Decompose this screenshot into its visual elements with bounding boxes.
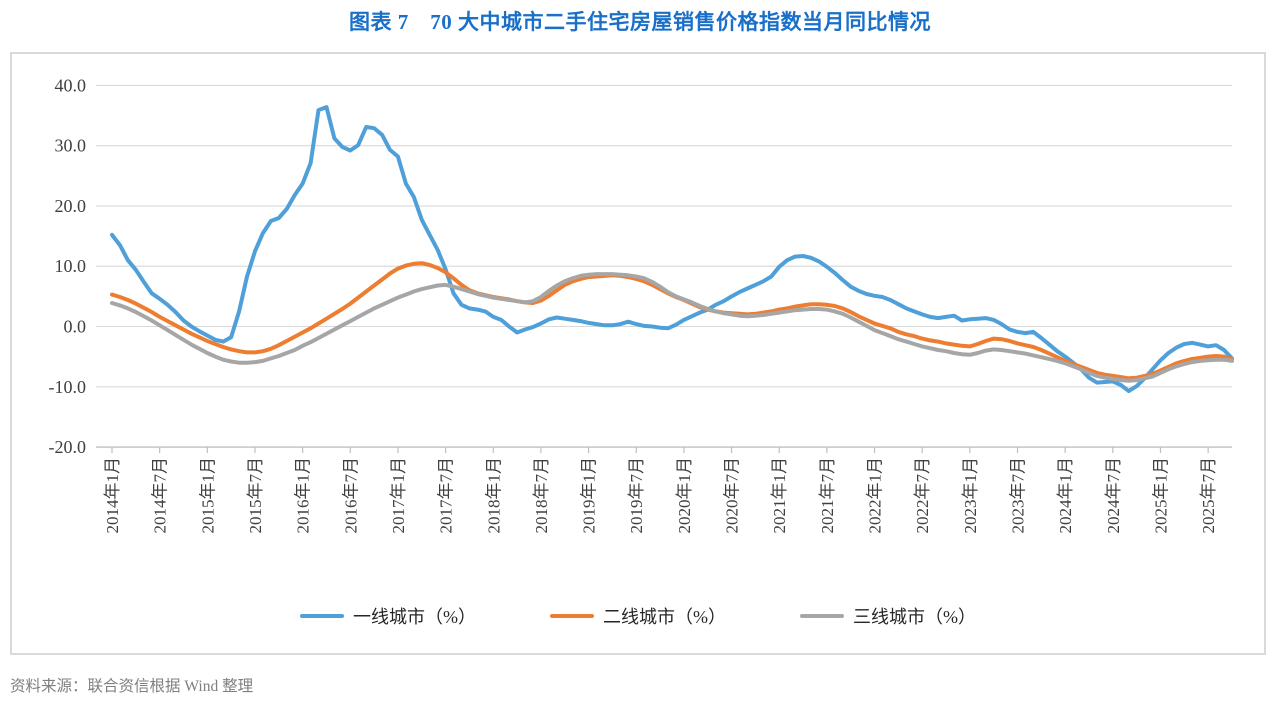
x-axis-tick-label: 2024年1月	[1056, 457, 1075, 534]
chart-legend: 一线城市（%） 二线城市（%） 三线城市（%）	[12, 603, 1264, 629]
x-axis-tick-label: 2016年7月	[341, 457, 360, 534]
x-axis-tick-label: 2025年1月	[1151, 457, 1170, 534]
x-axis-tick-label: 2025年7月	[1199, 457, 1218, 534]
x-axis-tick-label: 2021年7月	[818, 457, 837, 534]
x-axis-tick-label: 2023年7月	[1009, 457, 1028, 534]
legend-line-swatch	[800, 613, 844, 619]
legend-label: 三线城市（%）	[853, 607, 976, 627]
line-chart: 40.0 30.0 20.0 10.0 0.0 -10.0 -20.0 2014年1月 2014…	[49, 75, 1234, 534]
legend-item-3: 三线城市（%）	[800, 603, 976, 629]
legend-label: 二线城市（%）	[603, 607, 726, 627]
chart-frame: 40.0 30.0 20.0 10.0 0.0 -10.0 -20.0 2014年1月 2014…	[10, 52, 1266, 655]
y-axis-tick-label: 20.0	[55, 196, 87, 216]
x-axis-tick-label: 2018年1月	[484, 457, 503, 534]
legend-line-swatch	[550, 613, 594, 619]
series-line-1	[110, 105, 1234, 393]
x-axis-tick-label: 2019年1月	[580, 457, 599, 534]
x-axis-tick-label: 2015年1月	[198, 457, 217, 534]
x-axis-tick-label: 2020年1月	[675, 457, 694, 534]
x-axis-tick-label: 2019年7月	[627, 457, 646, 534]
chart-title: 图表 7 70 大中城市二手住宅房屋销售价格指数当月同比情况	[349, 10, 931, 34]
x-axis-tick-label: 2023年1月	[961, 457, 980, 534]
x-axis-tick-label: 2024年7月	[1104, 457, 1123, 534]
x-axis-tick-label: 2020年7月	[723, 457, 742, 534]
y-axis-tick-label: 30.0	[55, 136, 87, 156]
series-line-3	[110, 272, 1234, 383]
x-axis-tick-label: 2022年7月	[913, 457, 932, 534]
legend-item-1: 一线城市（%）	[300, 603, 476, 629]
x-axis-tick-label: 2017年1月	[389, 457, 408, 534]
x-axis-tick-label: 2021年1月	[770, 457, 789, 534]
x-axis-tick-label: 2022年1月	[866, 457, 885, 534]
y-axis-tick-label: 0.0	[64, 317, 87, 337]
x-axis-tick-label: 2014年1月	[103, 457, 122, 534]
x-axis-tick-label: 2015年7月	[246, 457, 265, 534]
x-axis-tick-label: 2016年1月	[294, 457, 313, 534]
legend-label: 一线城市（%）	[353, 607, 476, 627]
x-axis-tick-label: 2014年7月	[151, 457, 170, 534]
y-axis-tick-label: -20.0	[49, 437, 87, 457]
y-axis-tick-label: 10.0	[55, 256, 87, 276]
x-axis-tick-label: 2018年7月	[532, 457, 551, 534]
legend-item-2: 二线城市（%）	[550, 603, 726, 629]
legend-line-swatch	[300, 613, 344, 619]
x-axis-tick-label: 2017年7月	[437, 457, 456, 534]
y-axis-tick-label: 40.0	[55, 75, 87, 95]
y-axis-tick-label: -10.0	[49, 377, 87, 397]
source-note: 资料来源：联合资信根据 Wind 整理	[10, 678, 254, 695]
